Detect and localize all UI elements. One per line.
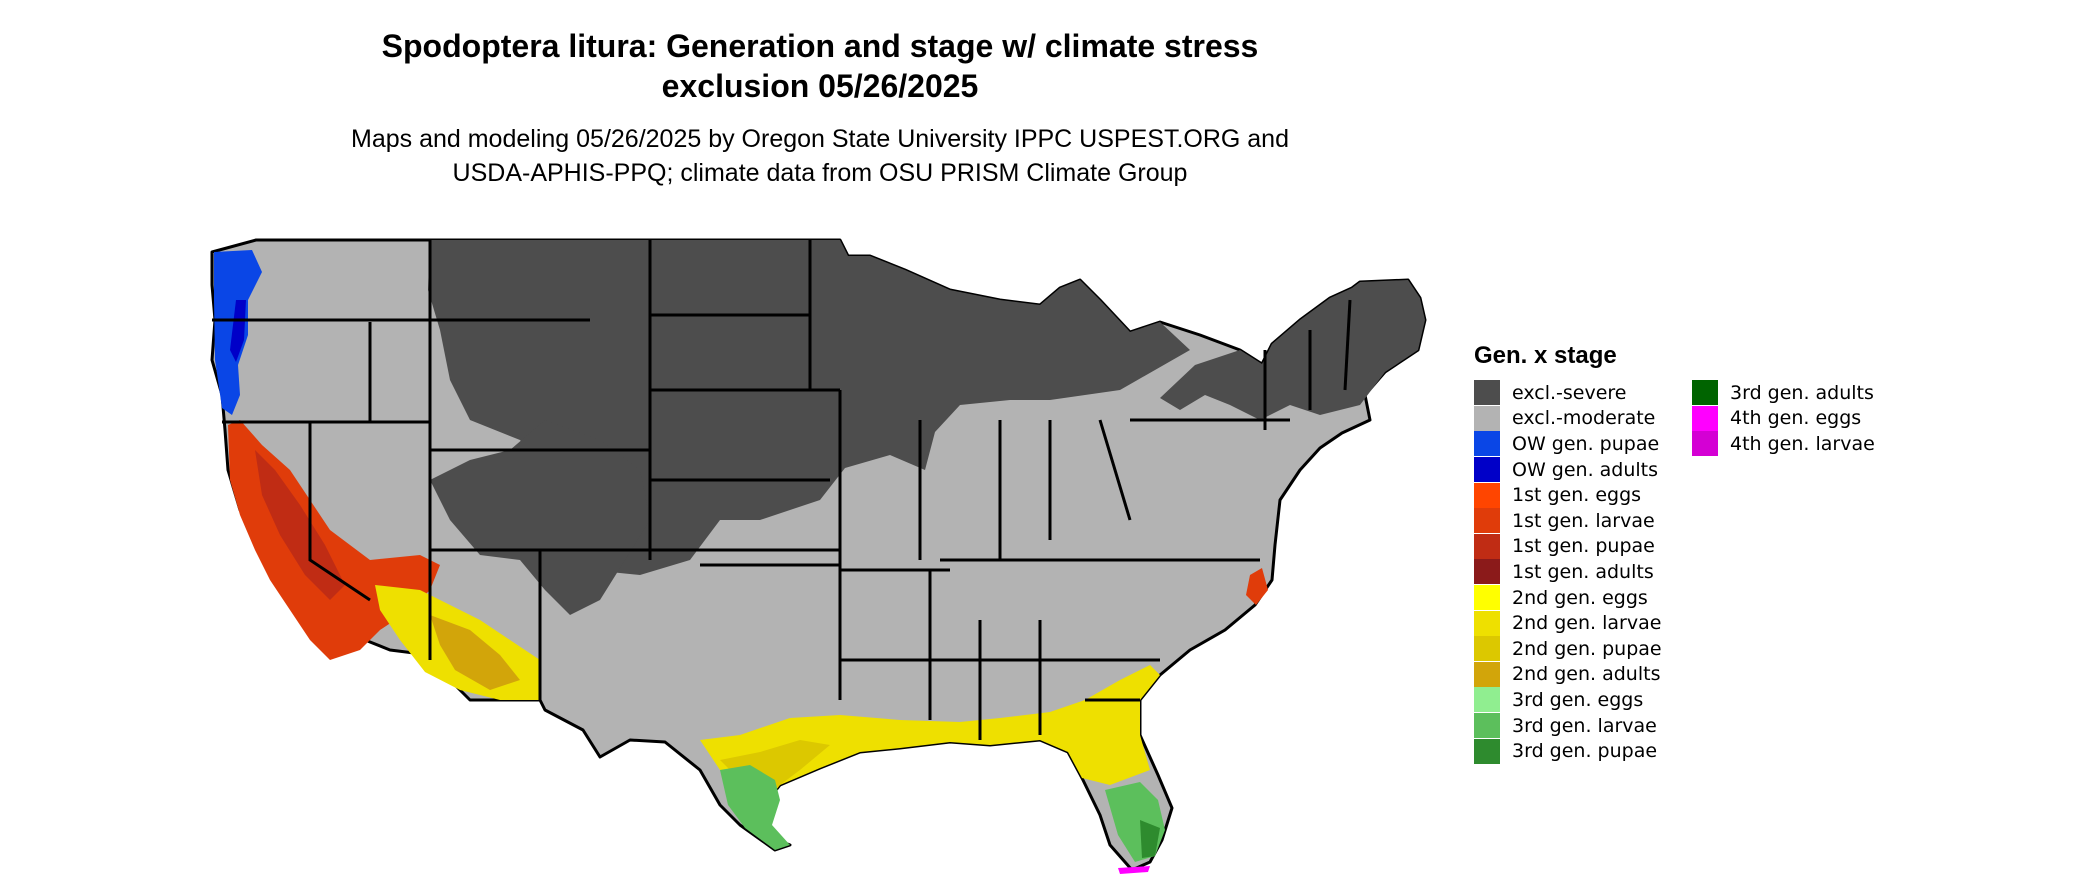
zone-1st-gen-pupae	[255, 450, 345, 600]
legend-item: 1st gen. adults	[1474, 559, 1662, 585]
legend-label: 2nd gen. adults	[1512, 663, 1661, 686]
legend-label: 4th gen. eggs	[1730, 407, 1862, 430]
map-subtitle-line-1: Maps and modeling 05/26/2025 by Oregon S…	[351, 125, 1289, 153]
state-borders	[212, 240, 1352, 740]
legend-item: 3rd gen. eggs	[1474, 687, 1662, 713]
legend-swatch	[1474, 636, 1500, 662]
legend-item: 2nd gen. eggs	[1474, 585, 1662, 611]
legend-swatch	[1692, 405, 1718, 431]
legend-item: 1st gen. larvae	[1474, 508, 1662, 534]
legend-swatch	[1474, 687, 1500, 713]
legend-label: 1st gen. eggs	[1512, 484, 1642, 507]
legend-item: 3rd gen. larvae	[1474, 713, 1662, 739]
legend-item: excl.-moderate	[1474, 405, 1662, 432]
severe-zone-northeast	[1160, 280, 1425, 420]
legend-label: 2nd gen. eggs	[1512, 586, 1648, 609]
legend-swatch	[1474, 559, 1500, 585]
legend-swatch	[1474, 380, 1500, 406]
legend-label: 3rd gen. larvae	[1512, 714, 1657, 737]
legend-swatch	[1474, 610, 1500, 636]
legend-swatch	[1474, 533, 1500, 559]
legend-label: OW gen. pupae	[1512, 432, 1660, 455]
zone-4th-gen	[1118, 866, 1150, 874]
legend-label: 4th gen. larvae	[1730, 432, 1875, 455]
map-title-line-2: exclusion 05/26/2025	[661, 68, 979, 104]
legend-swatch	[1692, 431, 1718, 457]
legend-item: 1st gen. eggs	[1474, 482, 1662, 508]
legend-label: 3rd gen. eggs	[1512, 688, 1644, 711]
legend-swatch	[1474, 738, 1500, 764]
us-map	[210, 238, 1427, 874]
legend-label: 3rd gen. pupae	[1512, 740, 1658, 763]
legend-column-1: excl.-severe excl.-moderate OW gen. pupae O…	[1474, 380, 1662, 764]
severe-zone-rockies	[430, 420, 650, 615]
legend-label: 1st gen. larvae	[1512, 509, 1655, 532]
legend-title: Gen. x stage	[1474, 342, 1617, 369]
zone-2nd-gen-arizona-adults	[430, 615, 520, 690]
legend-swatch	[1474, 431, 1500, 457]
legend-item: 4th gen. eggs	[1692, 405, 1875, 432]
legend-item: excl.-severe	[1474, 380, 1662, 406]
legend-item: OW gen. pupae	[1474, 431, 1662, 457]
legend-label: excl.-severe	[1512, 381, 1627, 404]
legend-label: OW gen. adults	[1512, 458, 1659, 481]
zone-3rd-gen-florida-pupae	[1140, 820, 1160, 858]
legend-label: 1st gen. pupae	[1512, 535, 1655, 558]
legend-swatch	[1474, 405, 1500, 431]
legend-swatch	[1474, 713, 1500, 739]
legend-item: 1st gen. pupae	[1474, 533, 1662, 560]
zone-3rd-gen-texas	[720, 765, 790, 850]
legend-label: excl.-moderate	[1512, 407, 1656, 430]
legend-item: 2nd gen. larvae	[1474, 610, 1662, 636]
zone-nc-coast	[1246, 568, 1268, 605]
legend-item: 2nd gen. pupae	[1474, 636, 1662, 662]
zone-2nd-gen-gulf	[700, 665, 1160, 810]
legend-label: 3rd gen. adults	[1730, 381, 1874, 404]
legend-label: 2nd gen. larvae	[1512, 612, 1662, 635]
legend-column-2: 3rd gen. adults 4th gen. eggs 4th gen. lar…	[1692, 380, 1875, 457]
legend-item: 2nd gen. adults	[1474, 661, 1662, 688]
legend-label: 2nd gen. pupae	[1512, 637, 1662, 660]
map-title-line-1: Spodoptera litura: Generation and stage …	[381, 28, 1259, 64]
map-subtitle-line-2: USDA-APHIS-PPQ; climate data from OSU PR…	[452, 159, 1188, 187]
legend-swatch	[1474, 661, 1500, 687]
legend-item: 3rd gen. pupae	[1474, 738, 1662, 764]
zone-ow-adults	[230, 300, 246, 362]
legend-swatch	[1474, 585, 1500, 611]
legend-item: 3rd gen. adults	[1692, 380, 1875, 406]
legend-item: 4th gen. larvae	[1692, 431, 1875, 457]
legend-swatch	[1474, 457, 1500, 483]
legend-swatch	[1474, 508, 1500, 534]
legend-item: OW gen. adults	[1474, 457, 1662, 483]
legend-swatch	[1692, 380, 1718, 406]
legend-label: 1st gen. adults	[1512, 560, 1654, 583]
legend-swatch	[1474, 482, 1500, 508]
